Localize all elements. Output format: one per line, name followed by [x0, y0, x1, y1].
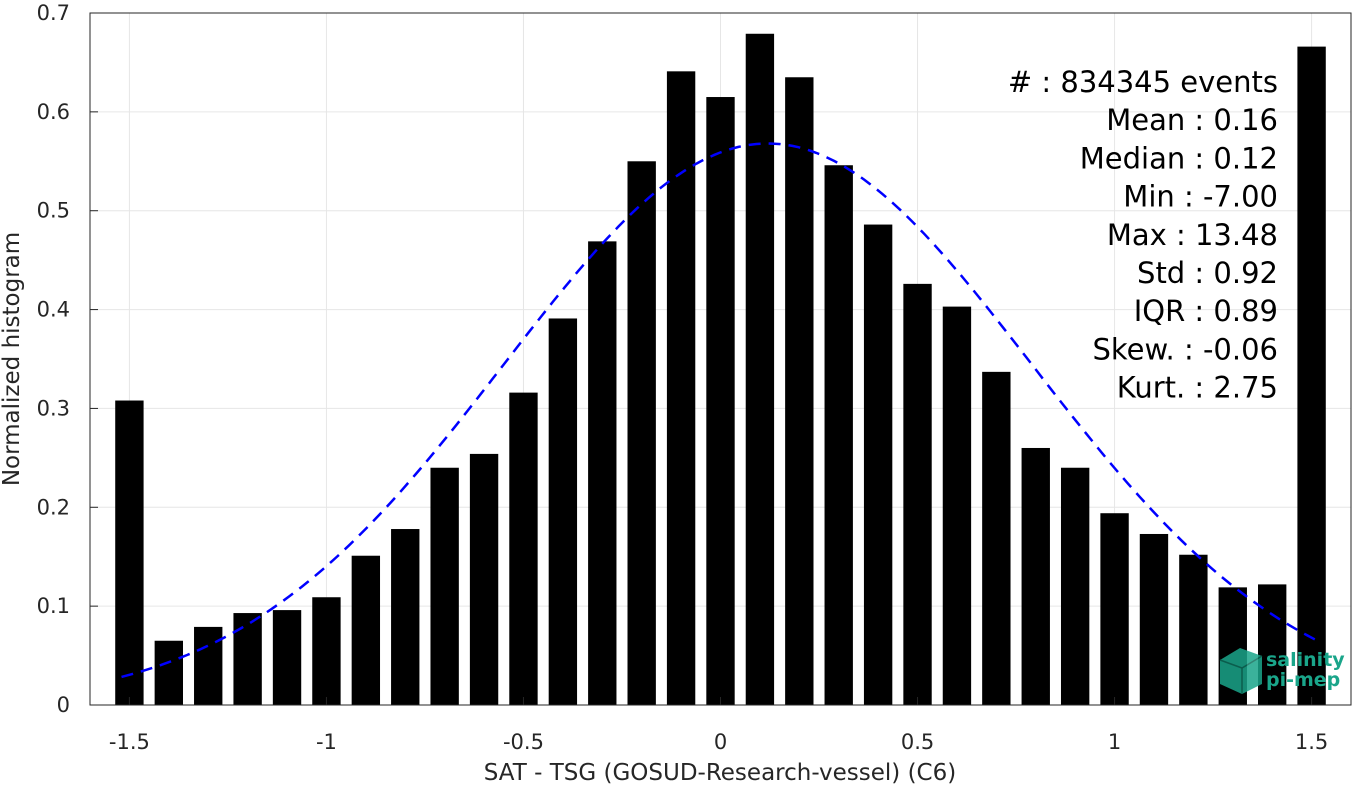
x-tick-label: 1.5: [1295, 730, 1328, 754]
histogram-bar: [469, 453, 499, 705]
histogram-bar: [903, 283, 932, 705]
y-tick-label: 0.4: [37, 298, 70, 322]
y-tick-label: 0.5: [37, 199, 70, 223]
histogram-bar: [1139, 533, 1169, 705]
histogram-bar: [115, 400, 144, 705]
statistics-box: # : 834345 events Mean : 0.16 Median : 0.1…: [1008, 65, 1278, 405]
histogram-bar: [1060, 467, 1090, 705]
stat-line: Skew. : -0.06: [1092, 332, 1278, 366]
histogram-bar: [627, 161, 656, 706]
x-tick-label: -0.5: [503, 730, 544, 754]
stat-line: Max : 13.48: [1107, 218, 1278, 252]
histogram-bar: [982, 371, 1011, 705]
logo-text-pi-mep: pi-mep: [1266, 669, 1340, 691]
stat-line: IQR : 0.89: [1134, 294, 1278, 328]
x-tick-label: 0.5: [901, 730, 934, 754]
bars: [115, 33, 1326, 706]
stat-line: Median : 0.12: [1080, 141, 1278, 175]
histogram-bar: [863, 224, 893, 705]
stat-line: # : 834345 events: [1008, 65, 1278, 99]
stat-line: Std : 0.92: [1137, 256, 1278, 290]
stat-line: Min : -7.00: [1123, 180, 1278, 214]
histogram-bar: [548, 318, 578, 705]
histogram-bar: [1100, 513, 1129, 705]
x-tick-labels: -1.5 -1 -0.5 0 0.5 1 1.5: [109, 697, 1328, 754]
histogram-bar: [233, 613, 262, 705]
y-tick-label: 0.6: [37, 100, 70, 124]
histogram-bar: [194, 626, 223, 705]
logo-text-salinity: salinity: [1266, 649, 1345, 671]
gaussian-fit-line: [121, 142, 1321, 679]
histogram-bar: [272, 610, 302, 705]
y-tick-label: 0.2: [37, 495, 70, 519]
y-tick-label: 0.1: [37, 594, 70, 618]
y-tick-label: 0.7: [37, 1, 70, 25]
histogram-bar: [706, 97, 735, 706]
x-tick-label: -1: [316, 730, 337, 754]
x-tick-label: 1: [1108, 730, 1121, 754]
histogram-bar: [824, 165, 853, 706]
histogram-bar: [1021, 447, 1050, 705]
y-tick-labels: 0 0.1 0.2 0.3 0.4 0.5 0.6 0.7: [37, 1, 98, 717]
x-axis-label: SAT - TSG (GOSUD-Research-vessel) (C6): [484, 760, 956, 785]
histogram-bar: [1297, 46, 1326, 705]
histogram-bar: [1179, 554, 1208, 705]
histogram-bar: [745, 33, 775, 705]
y-tick-label: 0.3: [37, 396, 70, 420]
histogram-bar: [588, 241, 617, 706]
histogram-bar: [666, 71, 696, 706]
cube-icon: [1219, 648, 1263, 694]
histogram-bar: [509, 392, 538, 705]
histogram-bar: [391, 529, 420, 705]
salinity-pi-mep-logo: salinity pi-mep: [1219, 648, 1345, 694]
histogram-bar: [154, 640, 183, 705]
x-tick-label: 0: [714, 730, 727, 754]
stat-line: Mean : 0.16: [1106, 103, 1278, 137]
histogram-bar: [942, 306, 972, 705]
y-tick-label: 0: [57, 693, 70, 717]
stat-line: Kurt. : 2.75: [1117, 371, 1278, 405]
histogram-bar: [785, 77, 814, 705]
y-axis-label: Normalized histogram: [0, 232, 25, 486]
x-tick-label: -1.5: [109, 730, 150, 754]
histogram-bar: [351, 555, 381, 705]
histogram-bar: [1258, 584, 1287, 705]
histogram-bar: [430, 467, 459, 705]
histogram-bar: [312, 597, 341, 705]
